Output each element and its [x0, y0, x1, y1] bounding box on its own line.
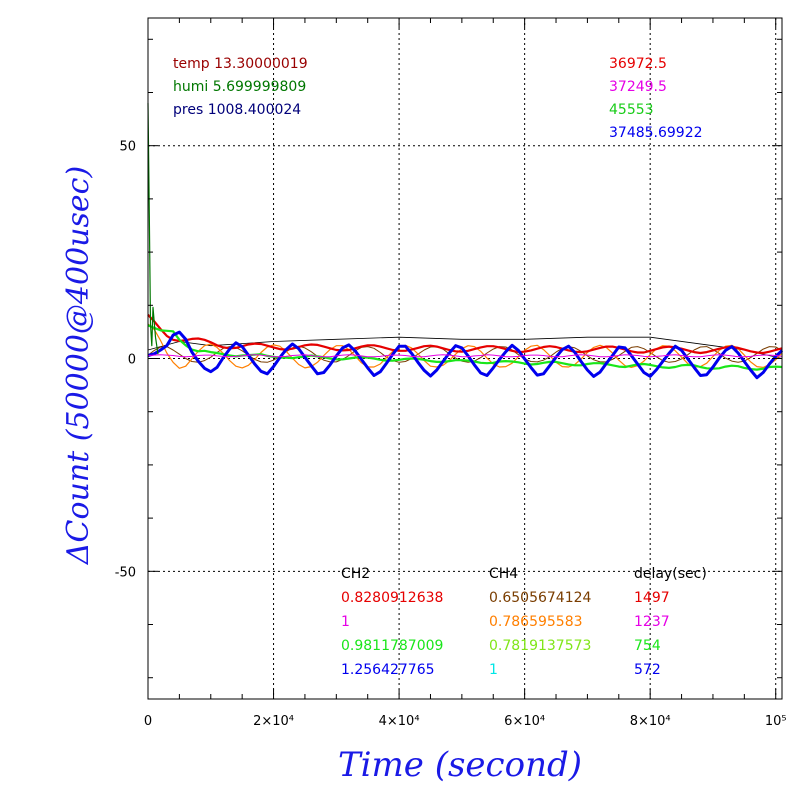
env-info-0: temp 13.30000019: [173, 56, 308, 72]
coef-header-1: CH4: [489, 566, 518, 582]
series-line-0: [147, 336, 783, 359]
x-axis-title: Time (second): [338, 745, 582, 785]
series-layer: [147, 103, 784, 380]
x-tick-label-0: 0: [144, 714, 152, 729]
coef-cell-0-0: 0.8280912638: [341, 590, 443, 606]
coef-cell-2-1: 0.7819137573: [489, 638, 591, 654]
baseline-value-2: 45553: [609, 102, 654, 118]
y-tick-label-2: -50: [115, 565, 136, 580]
x-tick-label-1: 2×10⁴: [253, 714, 294, 729]
coef-cell-1-1: 0.786595583: [489, 614, 583, 630]
x-tick-label-3: 6×10⁴: [504, 714, 545, 729]
baseline-value-1: 37249.5: [609, 79, 667, 95]
tick-labels: 0 2×10⁴ 4×10⁴ 6×10⁴ 8×10⁴ 10⁵ 50 0 -50: [115, 140, 787, 729]
tick-marks: [147, 18, 782, 699]
env-info-2: pres 1008.400024: [173, 102, 301, 118]
coef-cell-0-2: 1497: [634, 590, 670, 606]
coef-cell-1-0: 1: [341, 614, 350, 630]
y-tick-label-0: 50: [119, 140, 136, 155]
coef-cell-1-2: 1237: [634, 614, 670, 630]
x-tick-label-5: 10⁵: [765, 714, 787, 729]
annotations: temp 13.30000019 humi 5.699999809 pres 100…: [173, 56, 707, 678]
coef-header-0: CH2: [341, 566, 370, 582]
baseline-value-0: 36972.5: [609, 56, 667, 72]
series-line-1: [147, 345, 783, 363]
series-line-7: [147, 103, 159, 355]
series-line-5: [147, 330, 784, 380]
coef-cell-2-0: 0.9811787009: [341, 638, 443, 654]
y-axis-title: ΔCount (50000@400usec): [61, 166, 96, 565]
coef-cell-2-2: 754: [634, 638, 661, 654]
coef-cell-3-1: 1: [489, 662, 498, 678]
coef-cell-3-2: 572: [634, 662, 661, 678]
coef-cell-0-1: 0.6505674124: [489, 590, 592, 606]
y-tick-label-1: 0: [128, 353, 136, 368]
baseline-value-3: 37485.69922: [609, 125, 703, 141]
series-line-6: [147, 354, 783, 358]
env-info-1: humi 5.699999809: [173, 79, 306, 95]
x-tick-label-2: 4×10⁴: [379, 714, 420, 729]
coef-cell-3-0: 1.256427765: [341, 662, 435, 678]
x-tick-label-4: 8×10⁴: [630, 714, 671, 729]
coef-header-2: delay(sec): [634, 566, 707, 582]
